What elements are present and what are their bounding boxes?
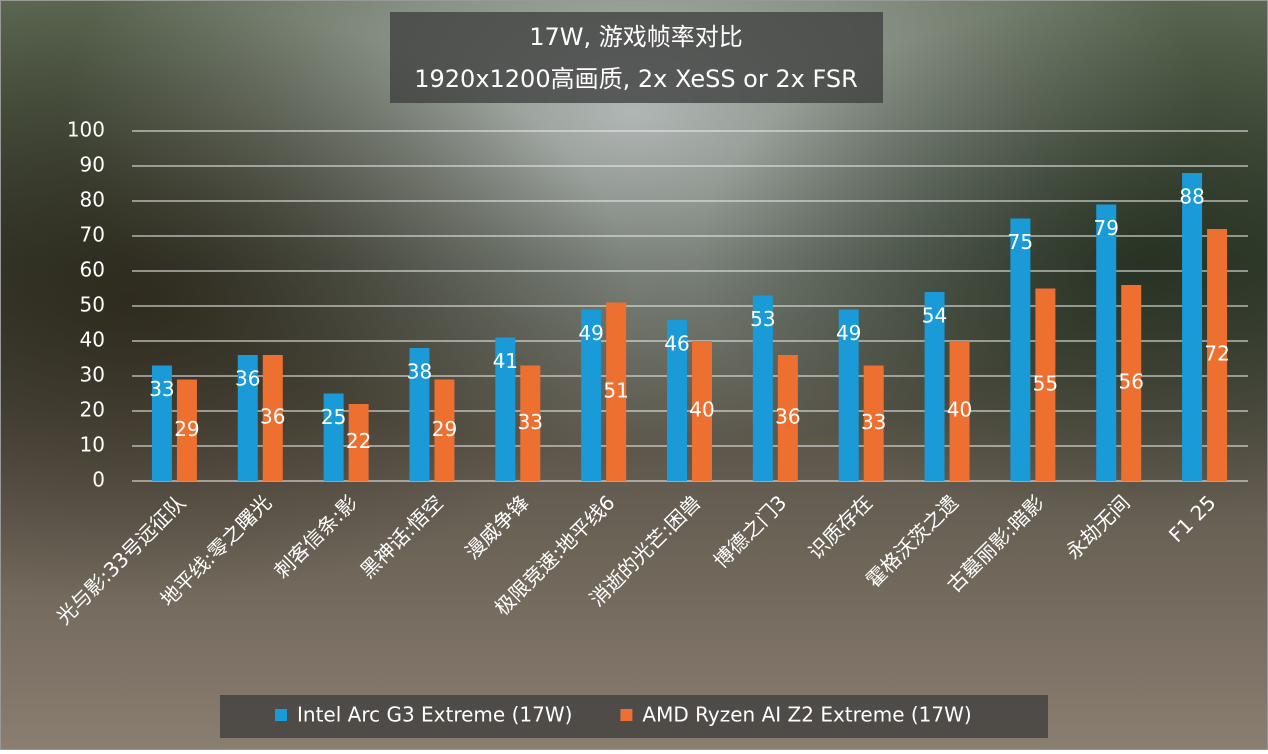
y-tick-label: 100 <box>67 118 105 142</box>
y-tick-label: 80 <box>80 188 105 212</box>
bar <box>348 404 369 481</box>
data-label: 36 <box>235 367 260 391</box>
chart-title: 17W, 游戏帧率对比 <box>529 23 743 51</box>
y-tick-label: 30 <box>80 363 105 387</box>
data-label: 51 <box>603 378 628 402</box>
bar <box>1121 285 1142 481</box>
data-label: 72 <box>1204 342 1229 366</box>
y-tick-label: 10 <box>80 433 105 457</box>
bar <box>752 295 773 481</box>
data-label: 75 <box>1008 230 1033 254</box>
bar <box>409 348 430 481</box>
y-tick-label: 60 <box>80 258 105 282</box>
y-tick-label: 90 <box>80 153 105 177</box>
bar <box>176 379 197 481</box>
bar <box>667 320 687 481</box>
legend-label: AMD Ryzen AI Z2 Extreme (17W) <box>642 703 971 727</box>
bar <box>692 341 712 481</box>
data-label: 53 <box>750 307 775 331</box>
data-label: 49 <box>836 321 861 345</box>
bar <box>838 309 859 481</box>
data-label: 41 <box>493 349 518 373</box>
legend-swatch <box>275 709 287 721</box>
bar <box>863 365 884 481</box>
bar <box>1096 204 1117 481</box>
legend-swatch <box>620 709 633 721</box>
y-tick-label: 70 <box>80 223 105 247</box>
bar <box>520 365 541 481</box>
legend-box <box>220 695 1048 738</box>
bar <box>949 341 970 481</box>
data-label: 88 <box>1179 185 1204 209</box>
data-label: 25 <box>321 405 346 429</box>
data-label: 38 <box>407 360 432 384</box>
bar <box>495 337 516 481</box>
bar <box>581 309 602 481</box>
data-label: 36 <box>775 405 800 429</box>
bar <box>323 393 344 481</box>
bar <box>1182 173 1203 481</box>
data-label: 79 <box>1094 216 1119 240</box>
data-label: 29 <box>174 417 199 441</box>
y-tick-label: 40 <box>80 328 105 352</box>
bar <box>1207 229 1228 481</box>
bar <box>924 292 945 481</box>
bar <box>237 355 258 481</box>
title-box <box>390 12 883 103</box>
data-label: 40 <box>689 398 714 422</box>
data-label: 40 <box>947 398 972 422</box>
bar <box>1010 218 1031 481</box>
chart-subtitle: 1920x1200高画质, 2x XeSS or 2x FSR <box>414 65 858 93</box>
bar <box>777 355 798 481</box>
y-tick-label: 0 <box>92 468 105 492</box>
legend-label: Intel Arc G3 Extreme (17W) <box>297 703 572 727</box>
data-label: 55 <box>1033 371 1058 395</box>
y-tick-label: 50 <box>80 293 105 317</box>
bar <box>151 365 172 481</box>
data-label: 36 <box>260 405 285 429</box>
data-label: 46 <box>664 332 689 356</box>
bar <box>606 302 627 481</box>
y-tick-label: 20 <box>80 398 105 422</box>
data-label: 22 <box>346 429 371 453</box>
data-label: 33 <box>518 410 543 434</box>
data-label: 49 <box>578 321 603 345</box>
data-label: 29 <box>432 417 457 441</box>
data-label: 56 <box>1119 370 1144 394</box>
data-label: 33 <box>861 410 886 434</box>
bar <box>434 379 455 481</box>
bar <box>1035 288 1056 481</box>
bar <box>262 355 283 481</box>
data-label: 33 <box>149 377 174 401</box>
data-label: 54 <box>922 304 947 328</box>
